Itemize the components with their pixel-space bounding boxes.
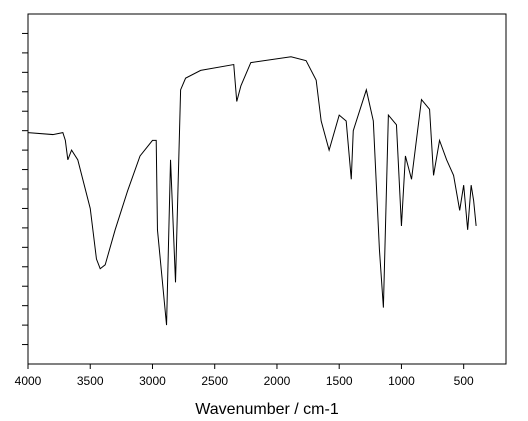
x-tick-label: 2000 xyxy=(264,374,291,388)
x-tick-label: 4000 xyxy=(15,374,42,388)
x-tick-label: 3000 xyxy=(139,374,166,388)
plot-frame xyxy=(27,13,507,365)
x-tick-label: 2500 xyxy=(201,374,228,388)
x-tick-label: 1500 xyxy=(326,374,353,388)
x-tick-label: 3500 xyxy=(77,374,104,388)
x-axis-label: Wavenumber / cm-1 xyxy=(195,401,339,418)
spectrum-line xyxy=(27,56,477,326)
x-tick-label: 1000 xyxy=(388,374,415,388)
x-tick-label: 500 xyxy=(454,374,474,388)
